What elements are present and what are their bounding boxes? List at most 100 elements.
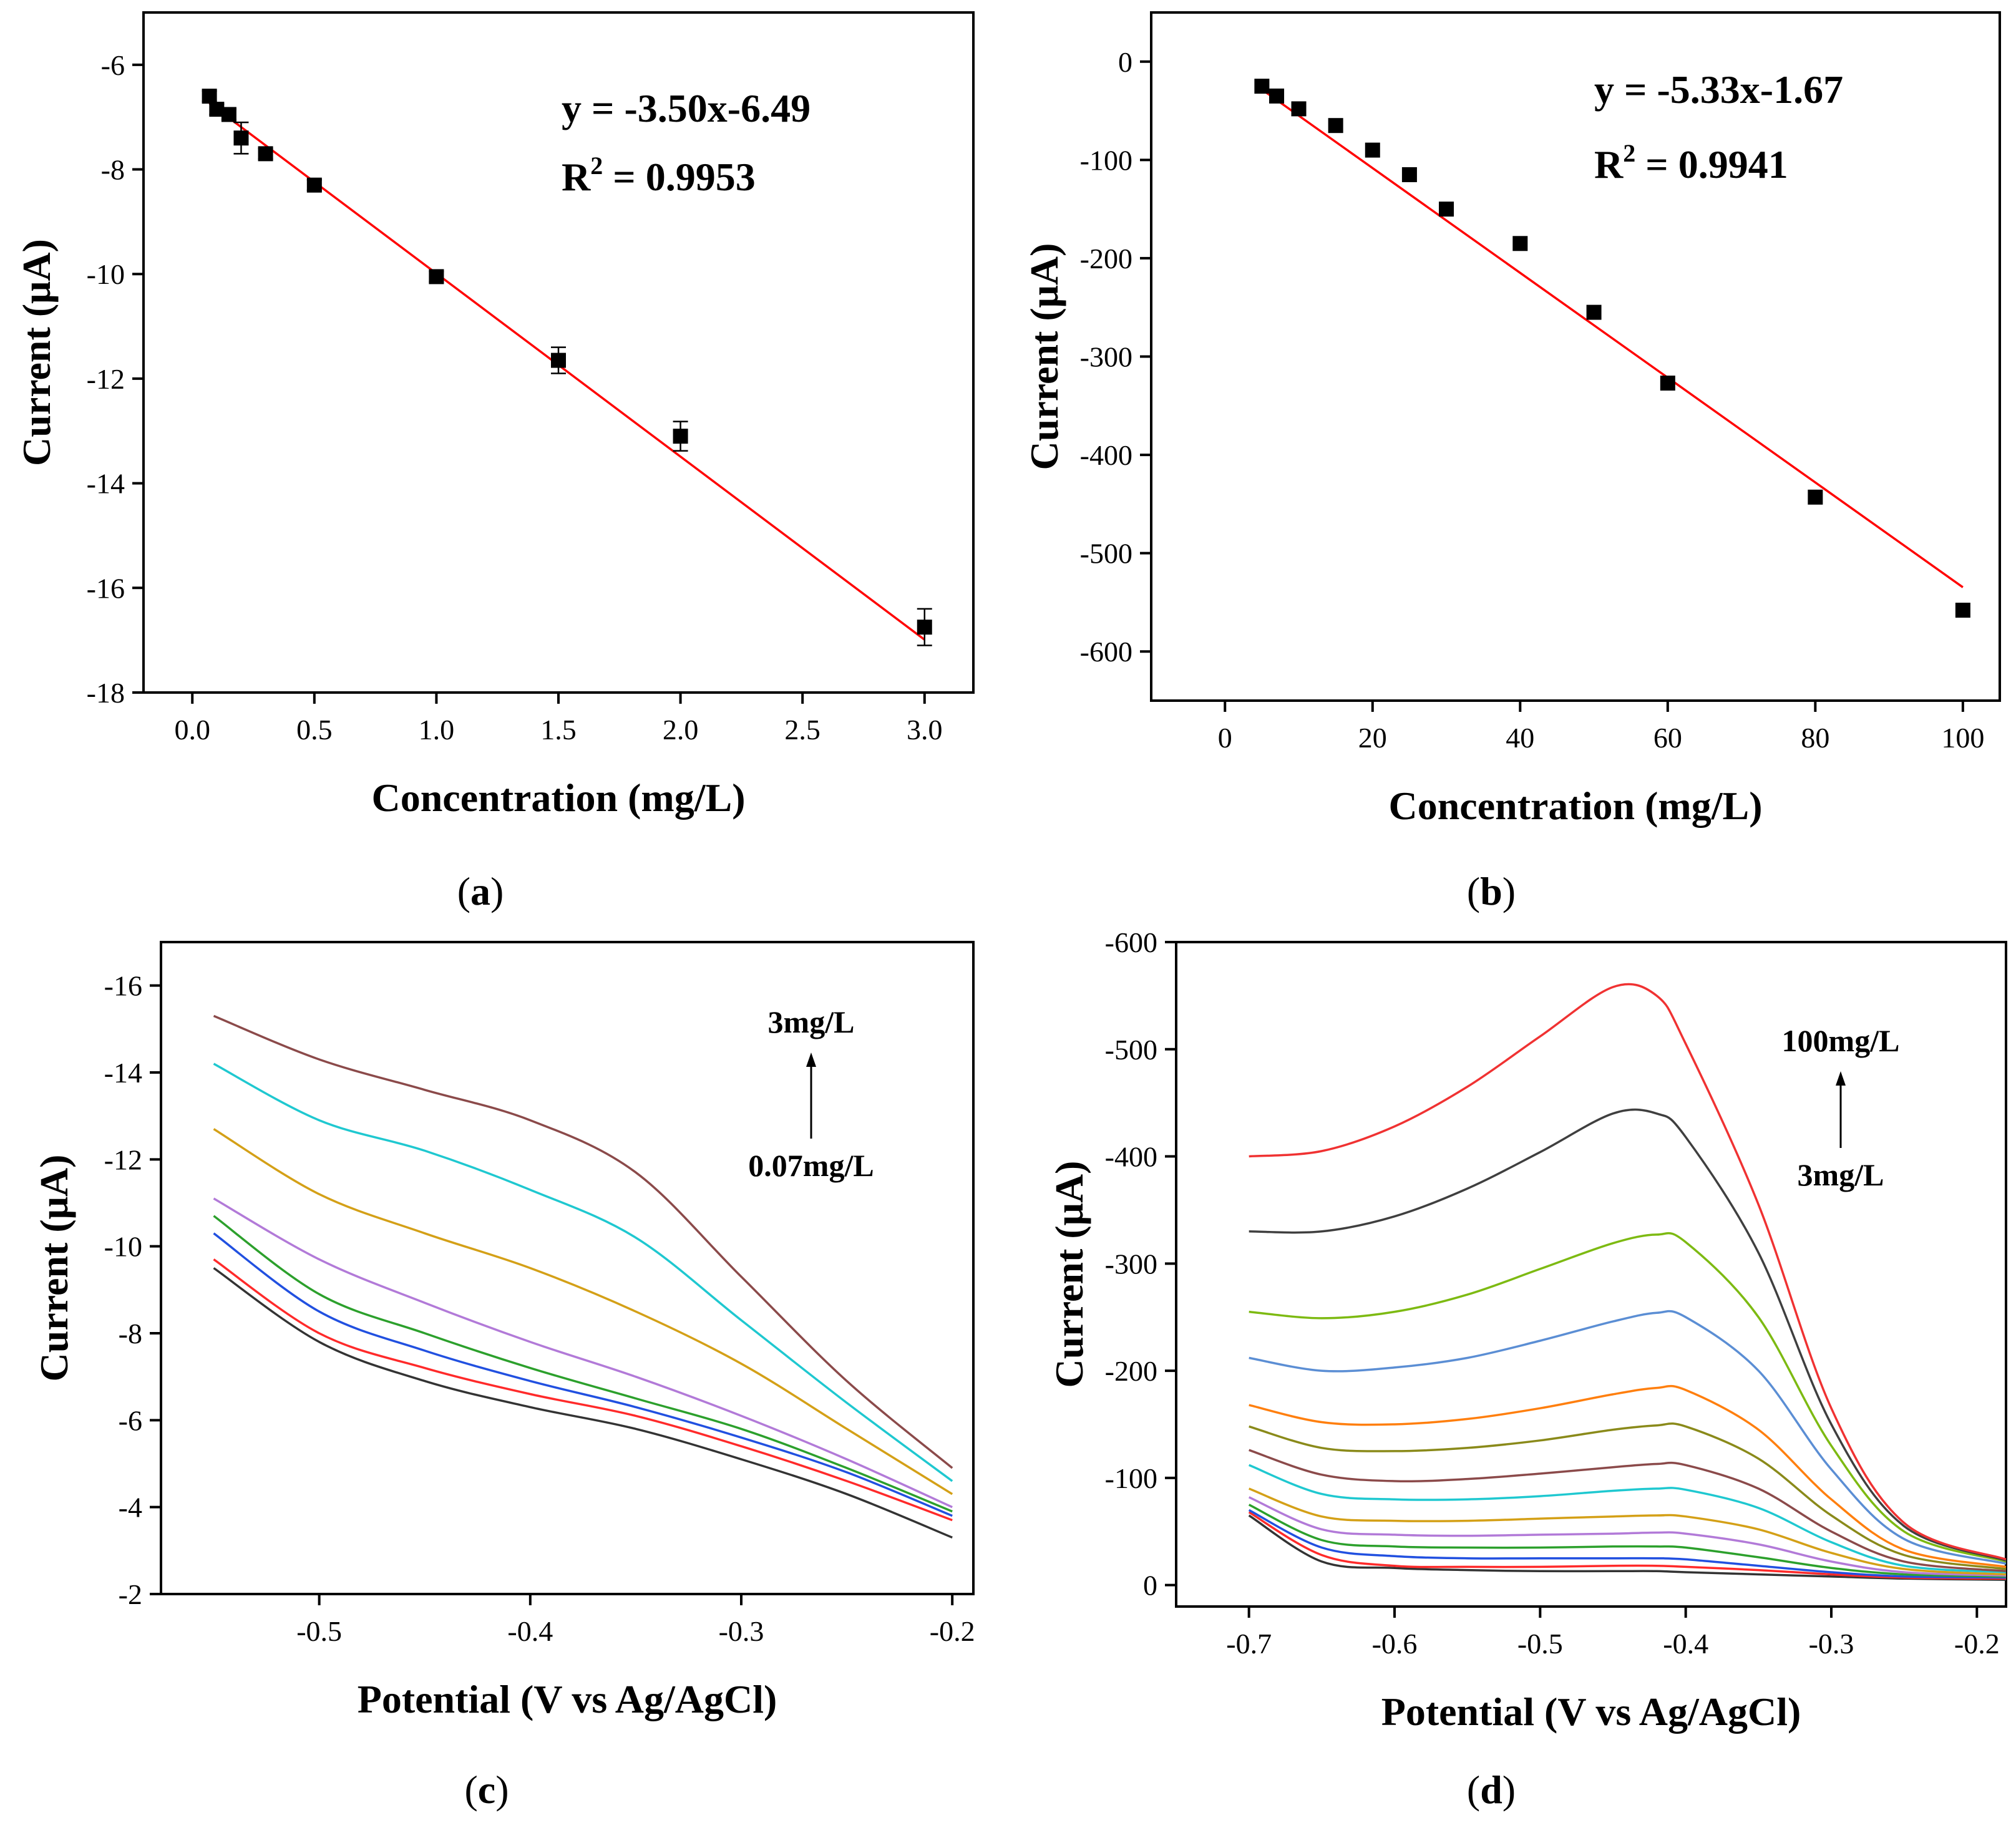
y-tick-label: -300 [1080,341,1132,373]
fit-equation: y = -5.33x-1.67 [1594,67,1843,112]
y-tick-label: -14 [87,468,125,500]
x-tick-label: 2.5 [784,714,821,746]
data-point [202,89,217,104]
r-squared: R2 = 0.9941 [1594,139,1788,187]
x-axis-label: Concentration (mg/L) [1388,784,1762,828]
y-tick-label: -100 [1105,1462,1157,1494]
series-line [213,1215,953,1513]
y-tick-label: -18 [87,677,125,709]
data-point [1660,376,1675,391]
x-tick-label: 2.0 [663,714,699,746]
y-tick-label: -200 [1105,1355,1157,1387]
data-point [1401,167,1417,182]
x-axis-label: Concentration (mg/L) [371,775,745,820]
plot-frame [160,941,975,1595]
panel-d: -0.7 -0.6 -0.5 -0.4 -0.3 -0.2 -600 -500 -400 -300… [1047,926,2007,1812]
series-line [213,1014,953,1469]
x-tick-label: -0.2 [930,1615,975,1647]
annotation-arrow-head [1836,1071,1846,1086]
data-point [1586,304,1602,320]
panel-label-letter: d [1480,1767,1502,1812]
y-axis-label: Current (μA) [32,1155,76,1382]
series-line [1249,983,2007,1561]
panel-label-close: ) [495,1767,509,1812]
series-line [1249,1232,2007,1563]
y-tick-label: -200 [1080,243,1132,275]
fit-line [208,102,925,641]
y-tick-label: -6 [119,1404,142,1436]
y-tick-label: -8 [101,154,125,186]
series-line [1249,1449,2007,1573]
panel-label-open: ( [1467,1767,1480,1812]
data-point [1291,101,1307,117]
panel-label: (c) [464,1767,509,1812]
x-tick-label: -0.3 [719,1615,764,1647]
y-tick-label: -16 [87,572,125,604]
x-tick-label: -0.4 [507,1615,553,1647]
series-line [213,1232,953,1517]
panel-label-letter: b [1480,869,1502,913]
panel-a: 0.0 0.5 1.0 1.5 2.0 2.5 3.0 -6 -8 -10 -12 -14 -16 -18… [14,11,975,913]
fit-equation: y = -3.50x-6.49 [562,86,811,130]
y-tick-label: -8 [119,1318,142,1349]
data-point [1365,142,1380,158]
data-point [221,107,236,122]
r-squared: R2 = 0.9953 [562,152,756,199]
r-squared-value: = 0.9953 [603,155,755,199]
annotation-top: 3mg/L [768,1004,855,1039]
y-tick-label: -10 [104,1231,142,1263]
series-line [213,1197,953,1509]
y-tick-label: -500 [1105,1034,1157,1066]
x-tick-label: -0.3 [1809,1628,1854,1660]
data-point [917,620,932,635]
x-tick-label: -0.4 [1663,1628,1708,1660]
panel-c: -0.5 -0.4 -0.3 -0.2 -16 -14 -12 -10 -8 -6 -4 -2 Pote… [32,941,975,1812]
r-squared-prefix: R [562,155,591,199]
panel-label-letter: a [470,869,490,913]
y-tick-label: -400 [1080,439,1132,471]
x-tick-label: -0.5 [296,1615,342,1647]
y-axis-label: Current (μA) [1047,1161,1091,1388]
data-point [1512,236,1528,251]
series-line [1249,1108,2007,1562]
x-tick-label: 40 [1506,722,1534,754]
y-tick-label: -300 [1105,1248,1157,1280]
x-tick-label: 1.5 [540,714,577,746]
y-tick-label: -6 [101,49,125,81]
y-tick-label: -600 [1080,636,1132,668]
data-point [1269,88,1285,104]
data-point [551,352,566,368]
x-tick-label: -0.2 [1954,1628,2000,1660]
x-tick-label: 80 [1801,722,1829,754]
series-line [213,1258,953,1522]
panel-label: (a) [457,869,504,913]
x-tick-label: 0.5 [296,714,333,746]
y-tick-label: -12 [104,1144,142,1175]
series-line [1248,1504,2007,1578]
y-tick-label: 0 [1118,46,1132,78]
y-tick-label: -12 [87,363,125,395]
x-tick-label: 0.0 [174,714,210,746]
plot-frame [1150,11,2001,702]
y-tick-label: -4 [119,1492,142,1524]
data-point [306,177,322,193]
series-line [213,1062,953,1482]
r-squared-superscript: 2 [590,152,603,180]
data-point [1808,489,1823,505]
data-point [1439,202,1454,217]
series-line [1248,1514,2007,1581]
y-tick-label: -10 [87,258,125,290]
panel-label-close: ) [1502,1767,1516,1812]
series-line [1249,1487,2007,1576]
x-tick-label: -0.5 [1517,1628,1563,1660]
x-tick-label: 60 [1653,722,1682,754]
data-point [258,146,273,162]
panel-label: (b) [1467,869,1516,913]
panel-label-letter: c [478,1767,495,1812]
x-tick-label: 100 [1941,722,1984,754]
y-tick-label: -14 [104,1057,142,1089]
data-point [673,429,688,444]
y-tick-label: -500 [1080,538,1132,570]
panel-label-close: ) [490,869,504,913]
series-line [1249,1384,2007,1568]
